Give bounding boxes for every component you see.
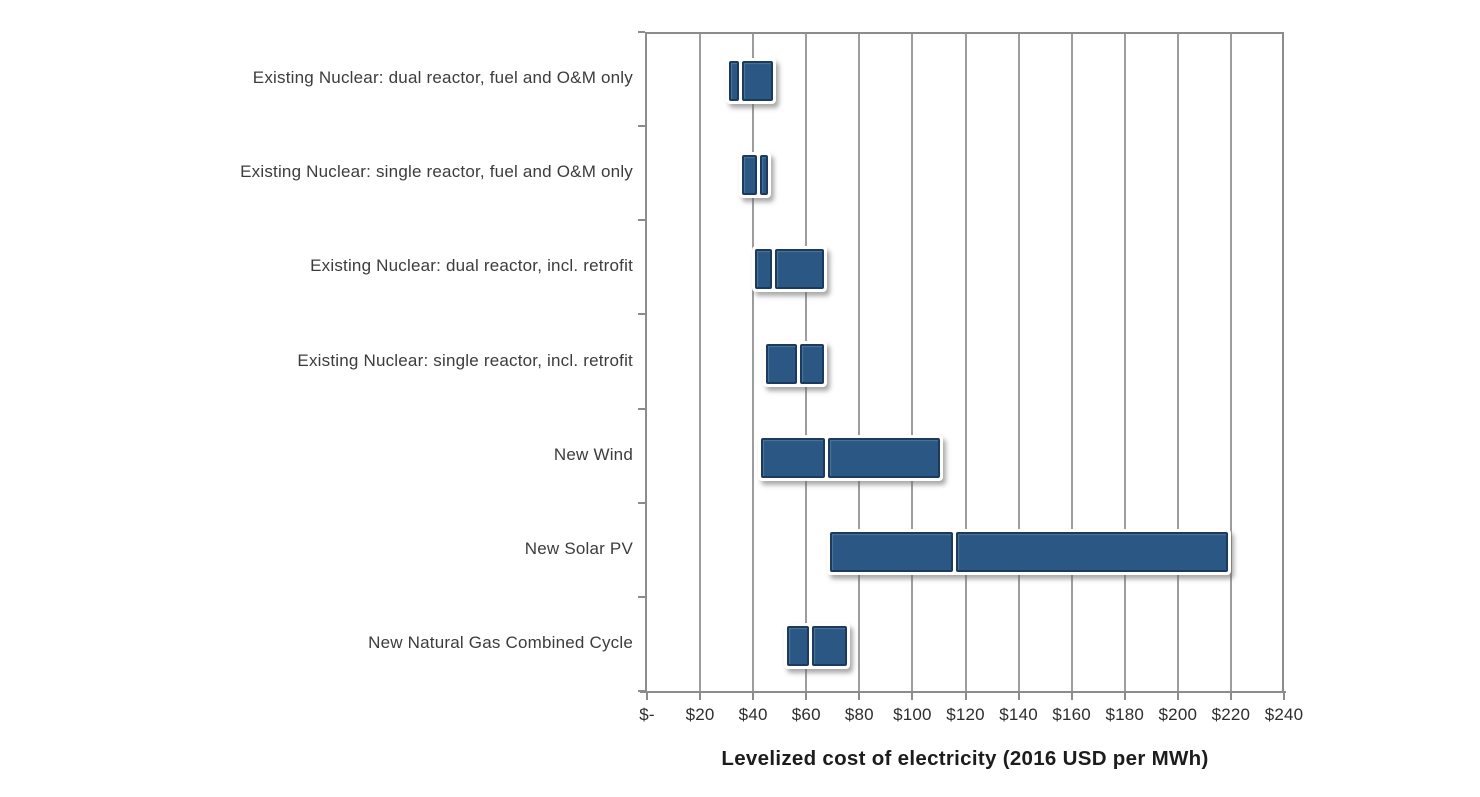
- bar-segment-high: [811, 625, 848, 666]
- x-tick-mark: [805, 693, 808, 700]
- category-label: Existing Nuclear: single reactor, incl. …: [297, 350, 633, 370]
- x-tick-label: $80: [844, 705, 874, 724]
- bar-segment-high: [827, 437, 940, 478]
- x-tick-mark: [1017, 693, 1020, 700]
- x-tick-mark: [1176, 693, 1179, 700]
- bar-segment-low: [829, 531, 953, 572]
- y-tick-mark: [638, 501, 645, 504]
- gridline: [1229, 34, 1232, 691]
- y-tick-mark: [638, 690, 645, 692]
- bar-segment-low: [729, 61, 740, 102]
- bar-segment-high: [955, 531, 1229, 572]
- bar-segment-high: [760, 155, 768, 196]
- y-tick-mark: [638, 313, 645, 316]
- gridline: [699, 34, 702, 691]
- gridline: [964, 34, 967, 691]
- bar-segment-low: [760, 437, 825, 478]
- category-label: New Solar PV: [524, 538, 633, 558]
- x-tick-label: $200: [1158, 705, 1198, 724]
- bar-segment-low: [766, 343, 798, 384]
- x-tick-mark: [1229, 693, 1232, 700]
- x-tick-label: $20: [685, 705, 715, 724]
- x-tick-label: $180: [1105, 705, 1145, 724]
- x-tick-mark: [646, 693, 648, 700]
- x-tick-mark: [964, 693, 967, 700]
- range-bar: [826, 528, 1232, 575]
- gridline: [1123, 34, 1126, 691]
- y-axis-line: [645, 32, 647, 693]
- y-tick-mark: [638, 407, 645, 410]
- category-label: Existing Nuclear: single reactor, fuel a…: [240, 162, 633, 182]
- x-tick-label: $220: [1211, 705, 1251, 724]
- category-label: Existing Nuclear: dual reactor, fuel and…: [252, 68, 633, 88]
- range-bar: [757, 434, 943, 481]
- gridline: [1017, 34, 1020, 691]
- bar-segment-low: [742, 155, 758, 196]
- gridline: [1070, 34, 1073, 691]
- y-tick-mark: [638, 125, 645, 128]
- category-label: New Natural Gas Combined Cycle: [368, 632, 633, 652]
- gridline: [858, 34, 861, 691]
- bar-segment-high: [800, 343, 824, 384]
- x-tick-mark: [911, 693, 914, 700]
- range-bar: [752, 246, 827, 293]
- y-tick-mark: [638, 595, 645, 598]
- gridline: [752, 34, 755, 691]
- x-tick-label: $140: [999, 705, 1038, 724]
- x-tick-label: $-: [639, 705, 655, 724]
- x-axis-title: Levelized cost of electricity (2016 USD …: [721, 747, 1209, 770]
- y-tick-mark: [638, 219, 645, 222]
- gridline: [911, 34, 914, 691]
- gridline: [1176, 34, 1179, 691]
- range-bar: [763, 340, 827, 387]
- range-bar: [739, 152, 771, 199]
- range-bar: [784, 622, 851, 669]
- bar-segment-high: [774, 249, 824, 290]
- plot-area: [647, 32, 1284, 691]
- x-tick-mark: [858, 693, 861, 700]
- x-tick-label: $240: [1264, 705, 1304, 724]
- bar-segment-low: [755, 249, 772, 290]
- bar-segment-high: [742, 61, 774, 102]
- y-tick-mark: [638, 31, 645, 33]
- range-bar: [726, 58, 777, 105]
- x-tick-label: $120: [946, 705, 985, 724]
- x-tick-mark: [1070, 693, 1073, 700]
- x-tick-mark: [1283, 693, 1285, 700]
- x-tick-label: $40: [738, 705, 768, 724]
- category-label: Existing Nuclear: dual reactor, incl. re…: [310, 256, 633, 276]
- bar-segment-low: [787, 625, 809, 666]
- x-tick-label: $100: [893, 705, 932, 724]
- x-tick-mark: [752, 693, 755, 700]
- category-label: New Wind: [553, 444, 633, 464]
- x-tick-label: $160: [1052, 705, 1091, 724]
- x-tick-mark: [1123, 693, 1126, 700]
- x-axis-line: [640, 691, 1286, 693]
- x-tick-mark: [699, 693, 702, 700]
- x-tick-label: $60: [791, 705, 821, 724]
